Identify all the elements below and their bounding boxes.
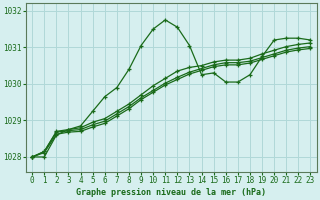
X-axis label: Graphe pression niveau de la mer (hPa): Graphe pression niveau de la mer (hPa)	[76, 188, 266, 197]
